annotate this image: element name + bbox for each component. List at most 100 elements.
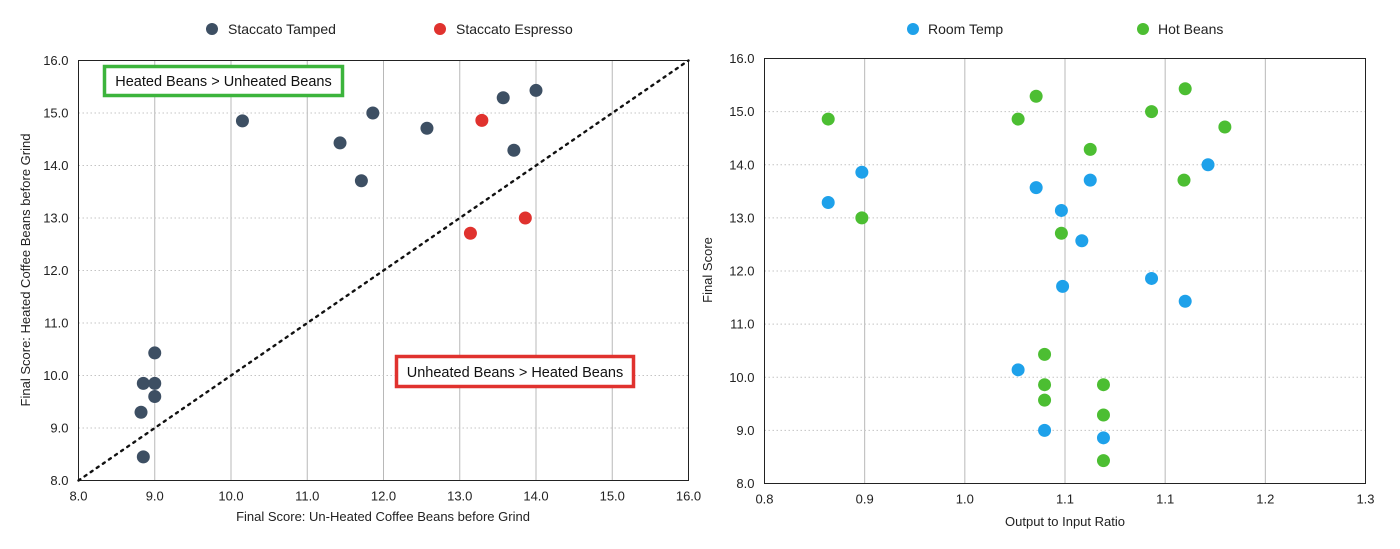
right-x-tick-label: 1.1 [1156,492,1174,507]
point-staccato-tamped [148,346,161,359]
left-x-tick-label: 11.0 [295,489,319,504]
point-hot-beans [855,211,868,224]
right-points [822,82,1232,467]
right-y-tick-label: 11.0 [730,317,754,332]
right-y-tick-label: 9.0 [736,423,754,438]
right-x-tick-label: 0.8 [755,492,773,507]
annotation-unheated-greater-text: Unheated Beans > Heated Beans [407,365,623,381]
point-room-temp [1056,280,1069,293]
point-hot-beans [1097,408,1110,421]
left-chart: Staccato Tamped Staccato Espresso 8.0 9.0… [18,21,701,524]
annotation-heated-greater-text: Heated Beans > Unheated Beans [115,74,331,90]
left-points [135,84,543,463]
point-staccato-tamped [135,406,148,419]
right-grid [765,59,1366,484]
right-x-tick-label: 1.1 [1056,492,1074,507]
point-hot-beans [1055,227,1068,240]
left-y-tick-label: 11.0 [44,316,68,331]
point-staccato-tamped [355,174,368,187]
point-staccato-espresso [475,114,488,127]
right-y-tick-label: 10.0 [729,370,754,385]
point-staccato-tamped [148,377,161,390]
legend-marker-room-temp [907,23,919,35]
legend-label-staccato-tamped: Staccato Tamped [228,21,336,37]
point-room-temp [1038,424,1051,437]
point-hot-beans [1179,82,1192,95]
left-y-axis-title: Final Score: Heated Coffee Beans before … [18,134,33,407]
left-x-tick-label: 12.0 [371,489,396,504]
point-room-temp [1030,181,1043,194]
left-x-axis-title: Final Score: Un-Heated Coffee Beans befo… [236,509,530,524]
legend-marker-staccato-espresso [434,23,446,35]
left-x-tick-label: 9.0 [146,489,164,504]
point-staccato-tamped [420,122,433,135]
point-room-temp [1145,272,1158,285]
legend-marker-staccato-tamped [206,23,218,35]
legend-marker-hot-beans [1137,23,1149,35]
right-x-tick-label: 1.2 [1256,492,1274,507]
left-y-tick-label: 13.0 [43,211,68,226]
legend-label-room-temp: Room Temp [928,21,1003,37]
point-staccato-tamped [236,114,249,127]
right-y-axis-title: Final Score [700,237,715,303]
point-staccato-tamped [530,84,543,97]
point-hot-beans [1218,121,1231,134]
right-legend: Room Temp Hot Beans [907,21,1223,37]
left-y-tick-label: 8.0 [50,473,68,488]
left-y-tick-label: 14.0 [43,158,68,173]
right-x-axis-title: Output to Input Ratio [1005,514,1125,529]
point-room-temp [855,166,868,179]
point-hot-beans [1038,394,1051,407]
point-staccato-tamped [137,450,150,463]
left-y-tick-label: 9.0 [50,421,68,436]
right-y-tick-label: 13.0 [729,210,754,225]
point-hot-beans [822,113,835,126]
point-hot-beans [1145,105,1158,118]
point-staccato-tamped [334,136,347,149]
left-y-tick-label: 15.0 [43,106,68,121]
right-y-tick-label: 14.0 [729,157,754,172]
right-y-tick-label: 15.0 [729,104,754,119]
point-room-temp [822,196,835,209]
point-room-temp [1012,363,1025,376]
point-room-temp [1097,431,1110,444]
annotation-heated-greater: Heated Beans > Unheated Beans [105,67,343,96]
left-y-tick-label: 12.0 [43,263,68,278]
annotation-unheated-greater: Unheated Beans > Heated Beans [397,357,634,387]
left-x-tick-label: 14.0 [523,489,548,504]
left-x-tick-label: 10.0 [218,489,243,504]
legend-label-staccato-espresso: Staccato Espresso [456,21,573,37]
point-hot-beans [1038,348,1051,361]
left-x-tick-label: 8.0 [69,489,87,504]
left-x-tick-label: 16.0 [676,489,701,504]
point-staccato-espresso [464,227,477,240]
point-staccato-tamped [366,107,379,120]
left-x-tick-label: 15.0 [600,489,625,504]
left-legend: Staccato Tamped Staccato Espresso [206,21,573,37]
point-staccato-tamped [137,377,150,390]
point-room-temp [1202,158,1215,171]
left-y-tick-label: 16.0 [43,53,68,68]
point-room-temp [1075,234,1088,247]
right-y-tick-label: 16.0 [729,51,754,66]
point-staccato-tamped [497,91,510,104]
point-staccato-tamped [148,390,161,403]
legend-label-hot-beans: Hot Beans [1158,21,1223,37]
point-room-temp [1084,174,1097,187]
right-chart: Room Temp Hot Beans 0.8 0.9 1.0 1.1 1.1 1.2 1.… [700,21,1375,529]
point-staccato-tamped [507,144,520,157]
point-hot-beans [1012,113,1025,126]
point-room-temp [1179,295,1192,308]
point-hot-beans [1097,454,1110,467]
right-x-tick-label: 0.9 [856,492,874,507]
right-y-tick-label: 12.0 [729,264,754,279]
left-x-tick-label: 13.0 [447,489,472,504]
point-hot-beans [1038,378,1051,391]
point-staccato-espresso [519,212,532,225]
right-x-tick-label: 1.3 [1356,492,1374,507]
right-y-tick-label: 8.0 [736,476,754,491]
point-room-temp [1055,204,1068,217]
point-hot-beans [1030,90,1043,103]
point-hot-beans [1177,174,1190,187]
